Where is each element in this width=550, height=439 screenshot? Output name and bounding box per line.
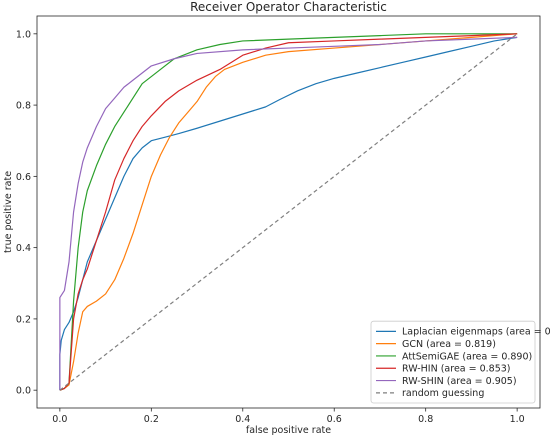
series-line-2 — [59, 33, 518, 391]
y-tick-label: 0.2 — [16, 314, 31, 325]
x-tick-label: 0.8 — [418, 414, 433, 425]
series-line-5 — [59, 33, 518, 391]
legend-box — [370, 320, 536, 404]
y-tick-label: 0.8 — [16, 101, 31, 112]
plot-frame — [36, 15, 541, 409]
legend-label: RW-HIN (area = 0.853) — [402, 364, 511, 375]
x-ticks: 0.0 0.2 0.4 0.6 0.8 1.0 — [52, 408, 525, 425]
x-tick-label: 0.4 — [235, 414, 250, 425]
x-tick-label: 1.0 — [510, 414, 525, 425]
x-tick-label: 0.2 — [144, 414, 159, 425]
x-tick-label: 0.0 — [52, 414, 67, 425]
legend-label: RW-SHIN (area = 0.905) — [402, 376, 517, 387]
y-tick-label: 0.6 — [16, 172, 31, 183]
legend-label: AttSemiGAE (area = 0.890) — [402, 351, 532, 362]
y-axis-title: true positive rate — [3, 171, 14, 253]
x-axis-title: false positive rate — [246, 425, 331, 436]
y-tick-label: 1.0 — [16, 29, 31, 40]
legend-label: Laplacian eigenmaps (area = 0.787) — [402, 327, 550, 338]
series-layer — [59, 33, 518, 391]
series-line-3 — [59, 33, 518, 391]
series-line-4 — [59, 36, 518, 391]
x-tick-label: 0.6 — [327, 414, 342, 425]
series-line-1 — [59, 33, 518, 391]
chart-title: Receiver Operator Characteristic — [190, 0, 387, 14]
legend-label: GCN (area = 0.819) — [402, 339, 496, 350]
legend-label: random guessing — [402, 388, 484, 399]
y-tick-label: 0.4 — [16, 243, 31, 254]
y-ticks: 0.0 0.2 0.4 0.6 0.8 1.0 — [16, 29, 37, 397]
legend: Laplacian eigenmaps (area = 0.787)GCN (a… — [370, 320, 550, 404]
y-tick-label: 0.0 — [16, 386, 31, 397]
